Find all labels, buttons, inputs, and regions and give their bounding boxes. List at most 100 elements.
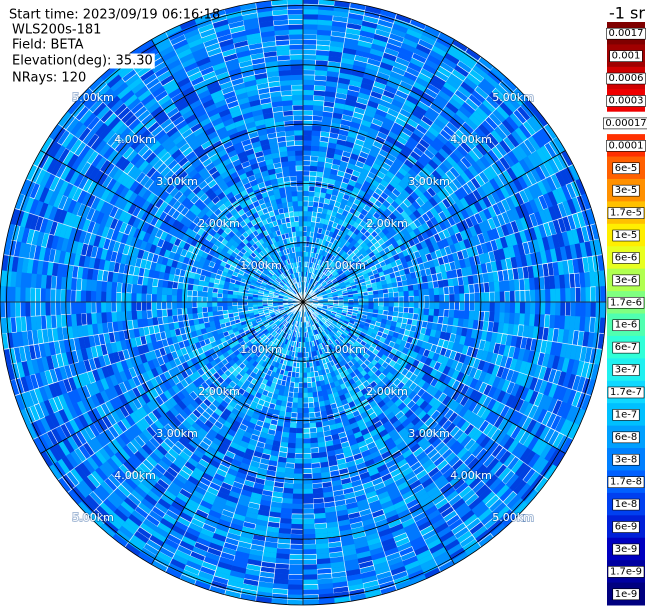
radar-cell bbox=[313, 312, 318, 317]
radar-cell bbox=[424, 533, 440, 545]
radar-cell bbox=[306, 362, 310, 368]
radar-cell bbox=[146, 301, 153, 311]
radar-cell bbox=[514, 462, 528, 477]
radar-cell bbox=[381, 433, 391, 442]
radar-cell bbox=[532, 351, 541, 365]
radar-cell bbox=[335, 357, 342, 364]
radar-cell bbox=[311, 313, 316, 319]
radar-cell bbox=[433, 474, 446, 486]
radar-cell bbox=[131, 302, 137, 311]
radar-cell bbox=[135, 301, 142, 312]
radar-cell bbox=[14, 301, 21, 318]
radar-cell bbox=[294, 452, 304, 459]
radar-cell bbox=[60, 301, 67, 316]
radar-cell bbox=[590, 363, 600, 381]
radar-cell bbox=[281, 502, 293, 509]
radar-cell bbox=[222, 302, 228, 307]
radar-cell bbox=[217, 302, 223, 307]
radar-cell bbox=[377, 313, 383, 319]
radar-cell bbox=[25, 287, 31, 302]
radar-cell bbox=[332, 308, 338, 312]
radar-cell bbox=[302, 538, 317, 545]
radar-cell bbox=[331, 329, 337, 335]
radar-cell bbox=[353, 355, 361, 362]
radar-cell bbox=[304, 331, 308, 338]
radar-cell bbox=[50, 288, 57, 303]
radar-cell bbox=[344, 318, 351, 323]
radar-cell bbox=[515, 372, 524, 386]
radar-cell bbox=[314, 310, 320, 315]
radar-cell bbox=[40, 315, 48, 330]
radar-cell bbox=[415, 397, 425, 407]
radar-cell bbox=[322, 324, 327, 330]
radar-cell bbox=[513, 313, 520, 325]
radar-cell bbox=[424, 357, 433, 367]
radar-cell bbox=[392, 386, 401, 395]
radar-cell bbox=[312, 487, 324, 494]
radar-cell bbox=[388, 428, 398, 438]
radar-cell bbox=[564, 315, 571, 330]
radar-cell bbox=[449, 547, 466, 560]
radar-cell bbox=[338, 361, 345, 368]
radar-cell bbox=[531, 456, 545, 472]
radar-cell bbox=[333, 352, 339, 359]
radar-cell bbox=[116, 282, 123, 293]
radar-cell bbox=[321, 337, 326, 343]
radar-cell bbox=[413, 345, 421, 354]
radar-cell bbox=[207, 306, 213, 312]
radar-cell bbox=[227, 294, 233, 299]
radar-cell bbox=[95, 302, 102, 313]
radar-cell bbox=[285, 467, 295, 474]
radar-cell bbox=[447, 341, 455, 351]
radar-cell bbox=[377, 309, 384, 315]
radar-cell bbox=[374, 437, 384, 446]
radar-cell bbox=[519, 400, 530, 415]
radar-cell bbox=[288, 579, 303, 585]
radar-cell bbox=[303, 352, 306, 358]
radar-cell bbox=[460, 435, 472, 448]
radar-cell bbox=[388, 302, 394, 307]
radar-cell bbox=[307, 392, 313, 398]
radar-cell bbox=[421, 459, 434, 470]
radar-cell bbox=[501, 392, 511, 406]
radar-cell bbox=[439, 302, 445, 310]
radar-cell bbox=[293, 392, 299, 398]
radar-cell bbox=[307, 387, 313, 393]
radar-cell bbox=[467, 426, 479, 439]
radar-cell bbox=[311, 320, 315, 326]
radar-cell bbox=[397, 402, 407, 411]
radar-cell bbox=[402, 449, 413, 459]
radar-cell bbox=[467, 457, 480, 470]
radar-cell bbox=[353, 349, 360, 356]
radar-cell bbox=[554, 342, 563, 357]
radar-cell bbox=[292, 503, 303, 510]
radar-cell bbox=[358, 334, 365, 341]
radar-cell bbox=[394, 326, 401, 334]
radar-cell bbox=[323, 329, 329, 335]
radar-cell bbox=[474, 302, 480, 312]
radar-cell bbox=[390, 320, 397, 327]
radar-cell bbox=[366, 330, 373, 337]
radar-cell bbox=[371, 433, 382, 442]
radar-cell bbox=[429, 542, 445, 554]
radar-cell bbox=[101, 312, 108, 324]
radar-cell bbox=[480, 330, 488, 341]
radar-cell bbox=[302, 513, 315, 520]
radar-cell bbox=[303, 387, 308, 393]
radar-cell bbox=[490, 460, 504, 475]
radar-cell bbox=[76, 313, 82, 326]
radar-cell bbox=[483, 438, 495, 452]
radar-cell bbox=[306, 367, 311, 373]
radar-cell bbox=[506, 423, 518, 437]
radar-cell bbox=[303, 498, 314, 504]
radar-cell bbox=[429, 329, 437, 338]
radar-cell bbox=[307, 303, 313, 307]
radar-cell bbox=[290, 539, 303, 545]
radar-cell bbox=[396, 317, 403, 323]
radar-cell bbox=[297, 352, 301, 358]
radar-cell bbox=[549, 315, 556, 329]
radar-cell bbox=[447, 387, 457, 399]
radar-cell bbox=[315, 329, 319, 335]
radar-cell bbox=[303, 463, 312, 469]
radar-cell bbox=[316, 328, 321, 334]
